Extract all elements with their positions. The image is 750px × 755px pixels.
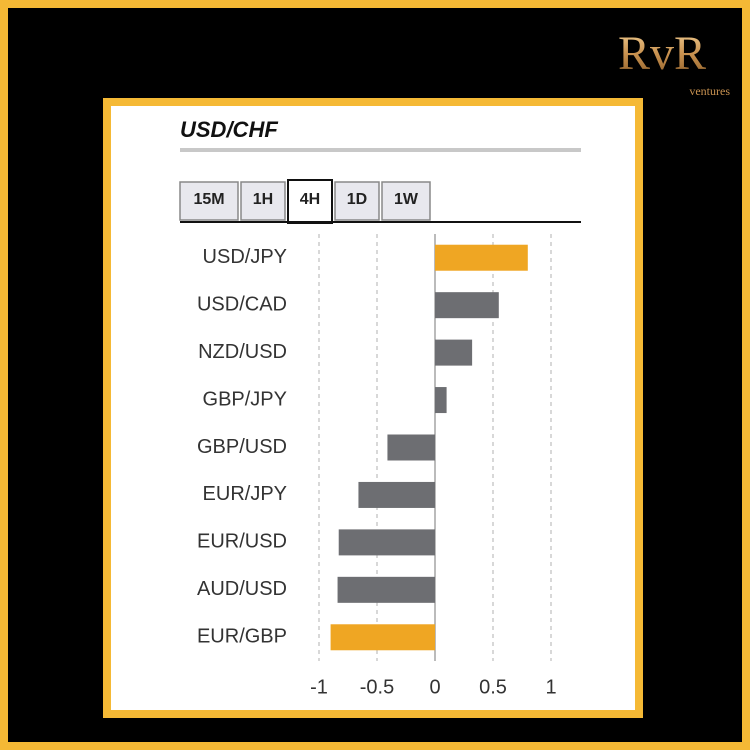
tab[interactable] [179, 181, 239, 221]
brand-tagline: ventures [689, 84, 730, 98]
y-tick-label: EUR/JPY [203, 483, 287, 505]
bar [435, 339, 473, 366]
plot: -1 -0.5 0 0.5 1 USD/JPY USD/CAD NZD/USD GBP/JPY G… [197, 234, 557, 698]
brand-logo: RvR [618, 27, 706, 80]
bar [435, 387, 447, 414]
tab-label[interactable]: 15M [193, 191, 224, 208]
title-rule [180, 148, 581, 152]
bar [387, 434, 435, 461]
y-tick-label: EUR/GBP [197, 626, 287, 648]
chart-title: USD/CHF [180, 117, 278, 142]
x-tick-label: 0.5 [479, 676, 507, 698]
tab-label[interactable]: 4H [300, 191, 320, 208]
tab[interactable] [240, 181, 286, 221]
tabs: 15M 1H 4H 1D 1W [179, 179, 581, 224]
y-tick-label: NZD/USD [198, 341, 287, 363]
y-tick-label: EUR/USD [197, 531, 287, 553]
y-tick-label: AUD/USD [197, 578, 287, 600]
bar [337, 576, 435, 603]
bar [338, 529, 435, 556]
x-tick-label: -0.5 [360, 676, 394, 698]
y-tick-label: USD/CAD [197, 293, 287, 315]
bar [435, 292, 499, 319]
bar [435, 244, 528, 271]
tab-label[interactable]: 1H [253, 191, 273, 208]
bar [358, 481, 435, 508]
y-tick-label: GBP/JPY [203, 388, 287, 410]
x-tick-label: 1 [545, 676, 556, 698]
x-tick-label: -1 [310, 676, 328, 698]
x-tick-label: 0 [429, 676, 440, 698]
tab[interactable] [334, 181, 380, 221]
tab-label[interactable]: 1D [347, 191, 367, 208]
y-tick-label: USD/JPY [203, 246, 287, 268]
tab[interactable] [381, 181, 431, 221]
bar [330, 624, 435, 651]
tab-label[interactable]: 1W [394, 191, 419, 208]
y-tick-label: GBP/USD [197, 436, 287, 458]
